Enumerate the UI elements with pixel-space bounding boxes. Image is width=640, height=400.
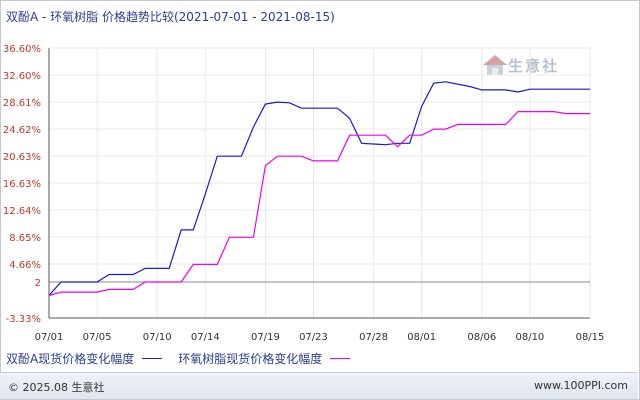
x-tick-label: 08/01 [407,332,436,343]
y-tick-label: 4.66% [9,260,41,271]
site-url: www.100PPI.com [534,379,628,392]
y-tick-label: 8.65% [9,233,41,244]
x-tick-label: 07/19 [251,332,280,343]
house-logo-icon [483,55,507,75]
x-tick-label: 07/05 [83,332,112,343]
y-tick-label: 24.62% [3,125,41,136]
y-tick-label: 2 [35,278,41,289]
axis-layer [48,47,591,319]
x-tick-label: 07/23 [299,332,328,343]
y-tick-label: 32.60% [3,71,41,82]
line-chart: 36.60% 32.60% 28.61% 24.62% 20.63% 16.63% 12.6… [3,44,605,343]
series-line-1 [48,81,590,296]
legend-series-2-swatch [330,358,351,359]
legend-series-1-label: 双酚A现货价格变化幅度 [6,352,135,366]
y-tick-label: 36.60% [3,44,41,55]
x-tick-label: 08/15 [576,332,605,343]
x-tick-label: 08/10 [515,332,544,343]
watermark-text: 生意社 [508,56,560,75]
y-tick-label: 20.63% [3,152,41,163]
y-tick-labels: 36.60% 32.60% 28.61% 24.62% 20.63% 16.63% 12.6… [3,44,41,325]
y-tick-label: 16.63% [3,179,41,190]
series-layer [48,81,590,297]
y-tick-label: 28.61% [3,98,41,109]
series-line-2 [48,111,590,297]
grid-layer [48,47,591,319]
copyright-text: © 2025.08 生意社 [8,381,105,394]
legend-series-1-swatch [142,358,163,359]
legend: 双酚A现货价格变化幅度 环氧树脂现货价格变化幅度 [6,350,366,367]
watermark: 生意社 [482,54,559,76]
x-tick-label: 07/14 [191,332,220,343]
x-tick-label: 08/06 [467,332,496,343]
x-tick-labels: 07/01 07/05 07/10 07/14 07/19 07/23 07/28 08/01… [35,332,605,343]
x-tick-label: 07/10 [143,332,172,343]
x-tick-label: 07/28 [359,332,388,343]
x-tick-label: 07/01 [35,332,64,343]
y-tick-label: 12.64% [3,206,41,217]
chart-title: 双酚A - 环氧树脂 价格趋势比较(2021-07-01 - 2021-08-1… [6,10,335,24]
y-tick-label: -3.33% [6,314,41,325]
legend-series-2-label: 环氧树脂现货价格变化幅度 [178,352,323,366]
footer: © 2025.08 生意社 www.100PPI.com [0,372,638,399]
